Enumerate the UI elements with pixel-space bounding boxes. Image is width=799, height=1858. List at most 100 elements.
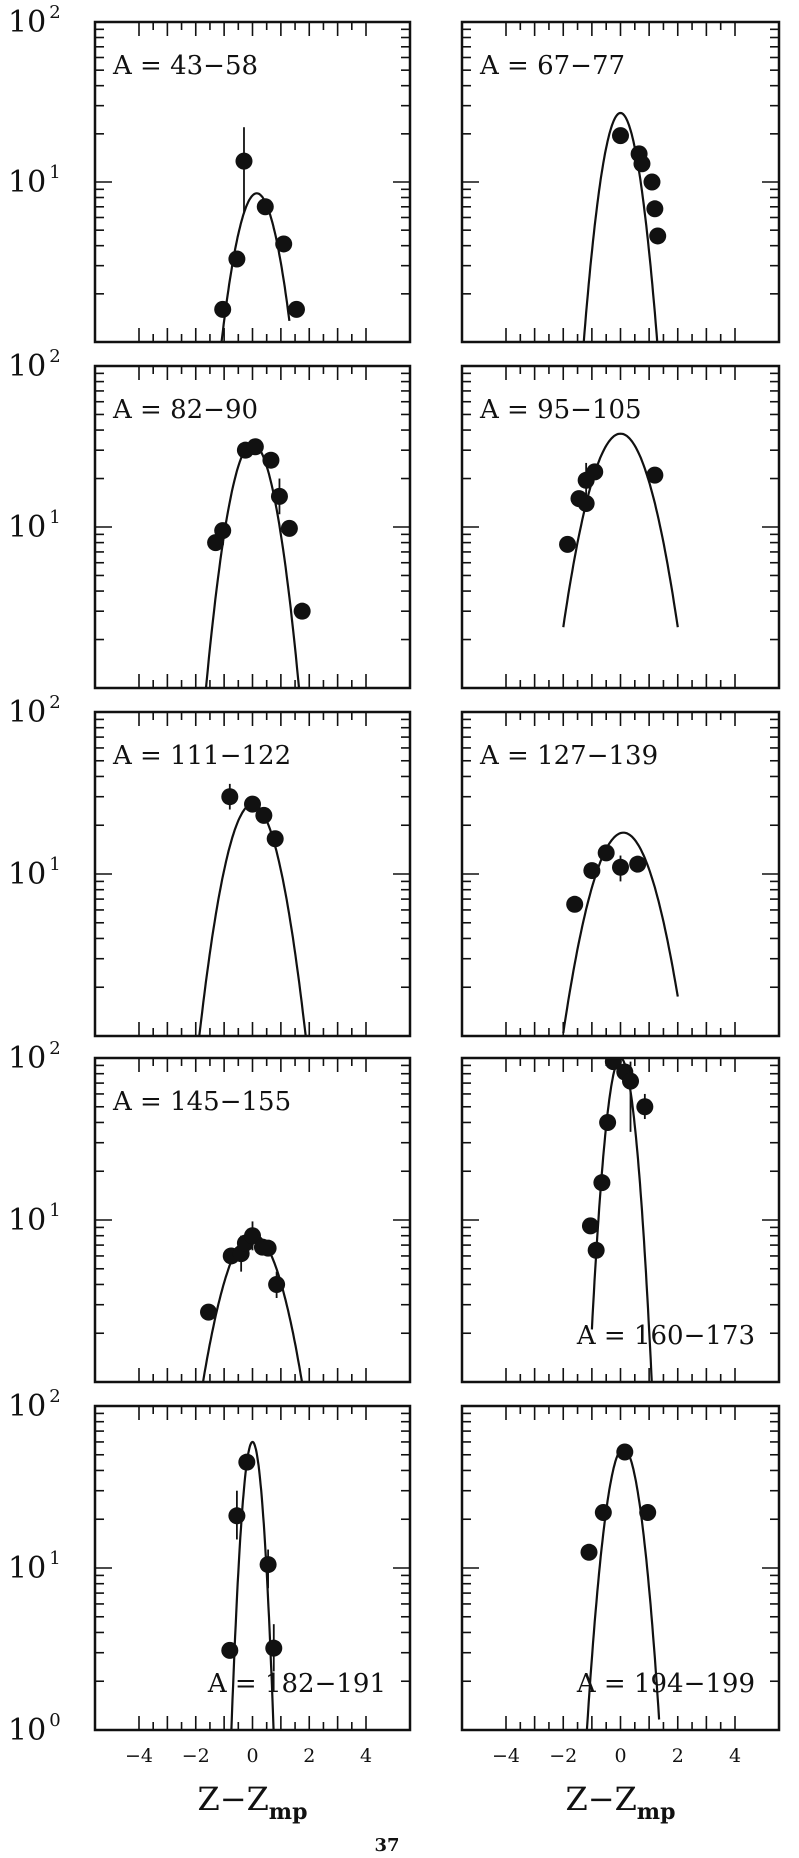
data-point bbox=[583, 862, 601, 880]
data-point bbox=[262, 451, 280, 469]
x-tick-label: 0 bbox=[614, 1745, 626, 1767]
data-point bbox=[287, 300, 305, 318]
fit-curve bbox=[220, 192, 291, 342]
panel-label: A = 182−191 bbox=[207, 1669, 386, 1699]
tick-marks bbox=[462, 1058, 779, 1383]
tick-marks bbox=[462, 366, 779, 689]
panel-6: A = 127−139 bbox=[460, 710, 781, 1038]
data-point bbox=[599, 1113, 617, 1131]
y-tick-label: 10 1 bbox=[8, 507, 61, 545]
data-point bbox=[256, 198, 274, 216]
data-point bbox=[268, 1275, 286, 1293]
data-point bbox=[259, 1556, 277, 1574]
panel-7: A = 145−155 bbox=[93, 1056, 412, 1384]
data-point bbox=[221, 788, 239, 806]
x-axis-title: Z−Zmp bbox=[566, 1780, 676, 1825]
panel-3: A = 82−90 bbox=[93, 364, 412, 690]
x-tick-label: 4 bbox=[729, 1745, 741, 1767]
tick-marks bbox=[95, 712, 410, 1037]
y-tick-label: 10 1 bbox=[8, 1548, 61, 1586]
tick-marks bbox=[462, 22, 779, 343]
panel-label: A = 194−199 bbox=[576, 1669, 755, 1699]
data-point bbox=[238, 1453, 256, 1471]
data-point bbox=[636, 1098, 654, 1116]
data-point bbox=[235, 152, 253, 170]
y-tick-label: 10 2 bbox=[8, 346, 61, 384]
x-tick-label: 2 bbox=[303, 1745, 315, 1767]
panel-10: A = 194−199 bbox=[460, 1404, 781, 1732]
y-tick-label: 10 2 bbox=[8, 2, 61, 40]
data-point bbox=[581, 1217, 599, 1235]
data-point bbox=[280, 519, 298, 537]
data-point bbox=[214, 300, 232, 318]
tick-marks bbox=[95, 366, 410, 689]
tick-marks bbox=[95, 1058, 410, 1383]
data-point bbox=[228, 1507, 246, 1525]
data-point bbox=[629, 855, 647, 873]
data-point bbox=[255, 806, 273, 824]
data-point bbox=[587, 1241, 605, 1259]
panel-label: A = 160−173 bbox=[576, 1321, 755, 1351]
x-tick-label: −4 bbox=[492, 1745, 520, 1767]
fit-curve bbox=[562, 831, 679, 1034]
data-point bbox=[580, 1543, 598, 1561]
tick-marks bbox=[95, 1406, 410, 1731]
data-point bbox=[566, 895, 584, 913]
x-tick-label: −4 bbox=[125, 1745, 153, 1767]
panel-label: A = 95−105 bbox=[479, 395, 642, 425]
panel-2: A = 67−77 bbox=[460, 20, 781, 344]
data-point bbox=[228, 250, 246, 268]
fit-curve bbox=[201, 1232, 304, 1382]
data-point bbox=[559, 535, 577, 553]
data-point bbox=[594, 1504, 612, 1522]
data-point bbox=[586, 463, 604, 481]
panel-8: A = 160−173 bbox=[460, 1056, 781, 1384]
data-point bbox=[597, 844, 615, 862]
data-point bbox=[244, 1227, 261, 1245]
x-tick-label: −2 bbox=[549, 1745, 577, 1767]
panel-4: A = 95−105 bbox=[460, 364, 781, 690]
panel-5: A = 111−122 bbox=[93, 710, 412, 1038]
fit-curve bbox=[582, 111, 659, 342]
data-point bbox=[577, 494, 595, 512]
data-point bbox=[604, 1058, 622, 1071]
tick-marks bbox=[462, 712, 779, 1037]
fit-curve bbox=[562, 432, 679, 628]
fit-curve bbox=[590, 1058, 653, 1382]
panel-label: A = 43−58 bbox=[112, 51, 258, 81]
tick-marks bbox=[95, 22, 410, 343]
x-tick-label: 4 bbox=[360, 1745, 372, 1767]
panel-label: A = 82−90 bbox=[112, 395, 258, 425]
panel-label: A = 111−122 bbox=[112, 741, 291, 771]
panel-9: A = 182−191 bbox=[93, 1404, 412, 1732]
x-tick-label: −2 bbox=[182, 1745, 210, 1767]
data-point bbox=[270, 487, 288, 505]
y-tick-label: 10 2 bbox=[8, 1386, 61, 1424]
panel-grid: A = 43−58 A = 67−77 A = 82−90 A = 95−105 A =… bbox=[93, 20, 781, 1732]
panel-label: A = 67−77 bbox=[479, 51, 625, 81]
data-point bbox=[646, 200, 664, 218]
data-point bbox=[649, 227, 667, 245]
data-point bbox=[246, 438, 264, 456]
panel-label: A = 127−139 bbox=[479, 741, 658, 771]
data-point bbox=[593, 1174, 611, 1192]
y-tick-label: 10 2 bbox=[8, 1038, 61, 1076]
data-point bbox=[265, 1639, 283, 1657]
data-point bbox=[275, 235, 293, 253]
data-point bbox=[612, 858, 629, 876]
data-point bbox=[244, 795, 261, 813]
data-point bbox=[616, 1443, 634, 1461]
y-tick-label: 10 0 bbox=[8, 1710, 61, 1748]
x-axis-title: Z−Zmp bbox=[198, 1780, 308, 1825]
data-point bbox=[259, 1239, 277, 1257]
data-point bbox=[646, 466, 664, 484]
data-point bbox=[200, 1303, 218, 1321]
tick-marks bbox=[462, 1406, 779, 1731]
data-point bbox=[633, 155, 651, 173]
y-tick-label: 10 1 bbox=[8, 162, 61, 200]
x-tick-label: 0 bbox=[246, 1745, 258, 1767]
y-tick-label: 10 2 bbox=[8, 692, 61, 730]
panel-1: A = 43−58 bbox=[93, 20, 412, 344]
data-point bbox=[221, 1641, 239, 1659]
